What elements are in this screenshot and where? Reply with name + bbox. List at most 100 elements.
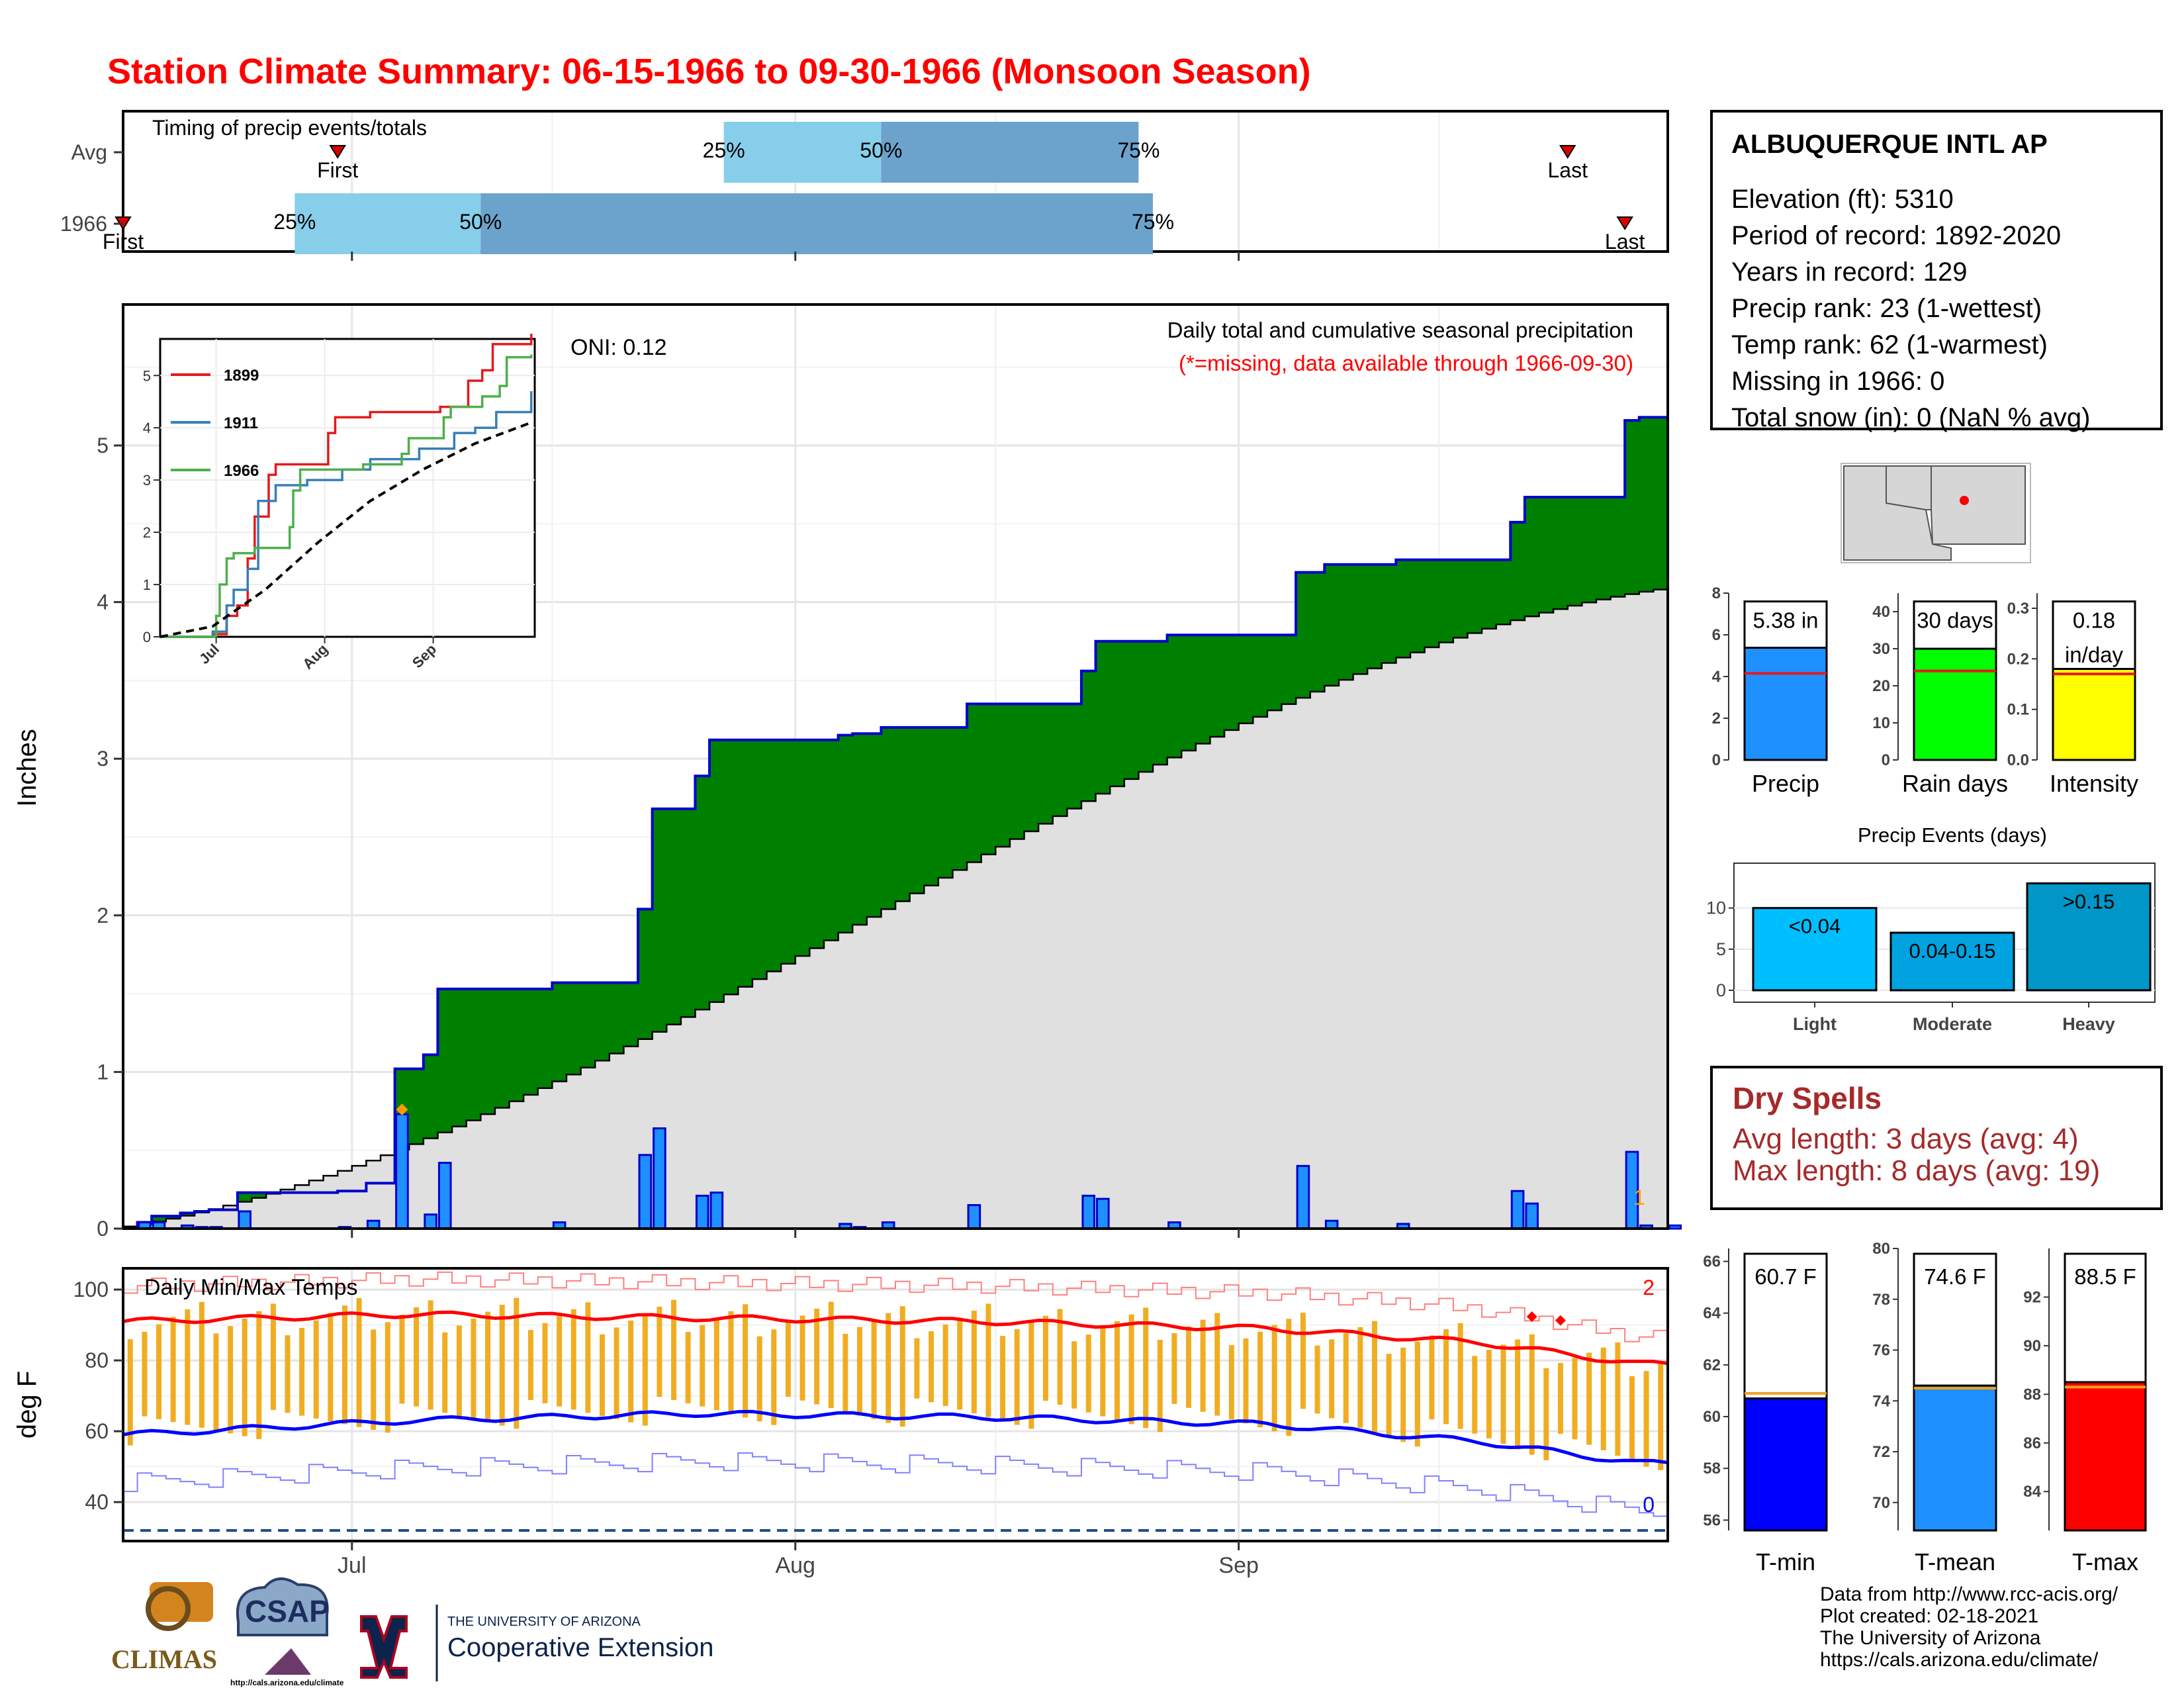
daily-temp-bar <box>614 1327 619 1419</box>
daily-temp-bar <box>871 1320 877 1419</box>
credit-created: Plot created: 02-18-2021 <box>1820 1605 2039 1627</box>
panel-y-tick-label: 20 <box>1872 677 1890 695</box>
daily-temp-bar <box>1543 1368 1549 1460</box>
daily-temp-bar <box>1000 1336 1006 1421</box>
temp-panel-y-tick-label: 92 <box>2023 1288 2041 1306</box>
events-y-tick-label: 0 <box>1716 980 1726 1000</box>
daily-temp-bar <box>1014 1329 1020 1425</box>
panel-y-tick-label: 2 <box>1712 710 1721 727</box>
panel-y-tick-label: 0.1 <box>2007 701 2029 719</box>
daily-precip-bar <box>653 1127 666 1230</box>
daily-temp-bar <box>499 1305 505 1426</box>
events-category-label: Moderate <box>1913 1014 1992 1034</box>
panel-y-tick-label: 0.2 <box>2007 650 2029 668</box>
precip-y-tick-label: 1 <box>97 1060 109 1084</box>
daily-temp-bar <box>1443 1329 1449 1425</box>
daily-temp-bar <box>213 1333 219 1431</box>
timing-first-label: First <box>103 230 144 254</box>
station-precip-rank: Precip rank: 23 (1-wettest) <box>1731 294 2042 323</box>
panel-y-tick-label: 0.3 <box>2007 600 2029 618</box>
daily-temp-bar <box>1286 1319 1292 1436</box>
x-tick-label: Aug <box>775 1553 815 1578</box>
daily-temp-bar <box>628 1320 634 1423</box>
events-bar-label: >0.15 <box>2063 890 2115 913</box>
daily-temp-bar <box>256 1311 262 1439</box>
dry-spells-avg: Avg length: 3 days (avg: 4) <box>1733 1123 2079 1155</box>
temp-panel-y-tick-label: 90 <box>2023 1337 2041 1355</box>
daily-temp-bar <box>957 1317 963 1410</box>
daily-temp-bar <box>1228 1345 1234 1420</box>
temp-panel-y-tick-label: 66 <box>1703 1253 1721 1271</box>
daily-temp-bar <box>814 1308 820 1405</box>
station-snow: Total snow (in): 0 (NaN % avg) <box>1731 403 2091 432</box>
credit-university: The University of Arizona <box>1820 1627 2041 1649</box>
daily-precip-bar <box>1096 1197 1110 1230</box>
daily-temp-bar <box>1486 1350 1492 1438</box>
daily-temp-bar <box>156 1324 162 1419</box>
station-name: ALBUQUERQUE INTL AP <box>1731 130 2048 159</box>
daily-temp-bar <box>142 1331 148 1417</box>
temp-y-tick-label: 40 <box>85 1490 109 1514</box>
daily-temp-bar <box>1400 1347 1406 1442</box>
precip-y-label: Inches <box>13 729 42 807</box>
daily-temp-bar <box>899 1306 905 1427</box>
temp-panel-name: T-max <box>2072 1548 2138 1575</box>
daily-temp-bar <box>471 1318 477 1419</box>
station-location-dot <box>1960 496 1969 505</box>
temp-y-axis: 40 60 80 100 <box>73 1278 123 1514</box>
daily-temp-bar <box>671 1299 677 1401</box>
daily-temp-bar <box>1085 1335 1091 1413</box>
daily-temp-bar <box>728 1311 734 1414</box>
utah-shape <box>1886 465 1932 510</box>
daily-temp-bar <box>399 1315 405 1404</box>
location-map <box>1841 463 2031 563</box>
credits: Data from http://www.rcc-acis.org/ Plot … <box>1820 1583 2118 1671</box>
daily-temp-bar <box>1128 1314 1134 1425</box>
seasonal-value-label: 0.18 <box>2073 608 2115 633</box>
daily-temp-bar <box>242 1318 248 1436</box>
timing-q50-label: 50% <box>860 138 902 162</box>
daily-temp-bar <box>1171 1333 1177 1404</box>
daily-temp-bar <box>570 1309 576 1410</box>
timing-row-label: Avg <box>71 140 107 164</box>
seasonal-value-bar <box>2052 668 2136 761</box>
inset-frame <box>159 338 536 638</box>
daily-temp-bar <box>456 1325 462 1417</box>
daily-temp-bar <box>542 1323 548 1403</box>
daily-temp-bar <box>1515 1339 1521 1450</box>
events-bar-label: 0.04-0.15 <box>1909 939 1996 962</box>
max-precip-marker <box>396 1103 408 1116</box>
daily-temp-bar <box>842 1333 848 1412</box>
temp-panel-y-tick-label: 56 <box>1703 1511 1721 1529</box>
daily-temp-bar <box>1329 1339 1335 1419</box>
inset-y-tick-label: 5 <box>143 367 151 384</box>
csap-url: http://cals.arizona.edu/climate <box>230 1678 344 1687</box>
normal-max-line <box>122 1310 1668 1366</box>
record-high-count: 2 <box>1643 1276 1655 1299</box>
daily-temp-bar <box>886 1313 891 1423</box>
daily-temp-bar <box>170 1317 176 1423</box>
events-y-tick-label: 5 <box>1716 939 1726 959</box>
new-mexico-shape <box>1931 465 2026 545</box>
precip-y-tick-label: 2 <box>97 904 109 927</box>
inset-series-line <box>160 391 533 638</box>
dry-spells-title: Dry Spells <box>1733 1081 1882 1115</box>
temp-panel-name: T-mean <box>1915 1548 1995 1575</box>
timing-title: Timing of precip events/totals <box>152 116 427 140</box>
temp-panel-y-tick-label: 60 <box>1703 1408 1721 1426</box>
panel-y-tick-label: 4 <box>1712 668 1721 686</box>
temp-background <box>123 1268 1668 1541</box>
inset-y-tick-label: 4 <box>143 420 151 436</box>
daily-temp-bar <box>385 1322 390 1433</box>
timing-panel: 25% 50% 75% First Last Avg 25% 50% 75% First Last 1… <box>60 110 1669 261</box>
precip-y-tick-label: 5 <box>97 434 109 457</box>
temp-panel-y-tick-label: 64 <box>1703 1305 1721 1323</box>
daily-temp-bar <box>929 1331 934 1403</box>
credit-source: Data from http://www.rcc-acis.org/ <box>1820 1583 2118 1605</box>
temp-panel-y-tick-label: 58 <box>1703 1460 1721 1477</box>
daily-precip-bar <box>238 1210 251 1230</box>
timing-bar-upper <box>881 122 1139 183</box>
daily-temp-bar <box>1071 1341 1077 1409</box>
cumulative-precip-line <box>123 416 1668 1230</box>
